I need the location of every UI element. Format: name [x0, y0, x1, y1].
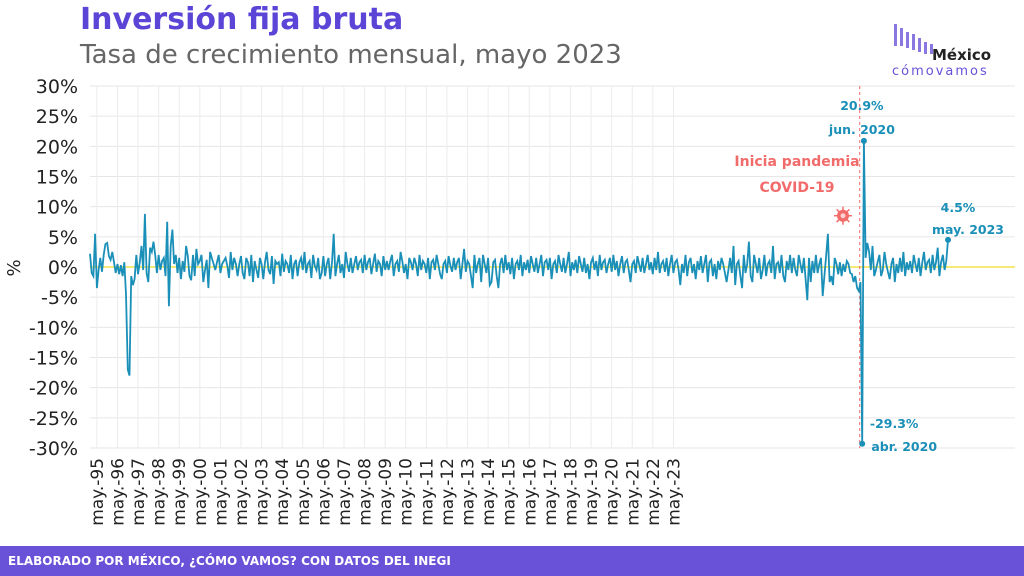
- annotation-min-date: abr. 2020: [871, 439, 937, 454]
- chart-title: Inversión fija bruta: [80, 2, 404, 37]
- series-line-inversion: [89, 140, 949, 444]
- footer-bar: ELABORADO POR MÉXICO, ¿CÓMO VAMOS? CON D…: [0, 546, 1024, 576]
- y-tick-label: -30%: [29, 438, 78, 460]
- y-tick-label: 15%: [36, 167, 78, 189]
- y-axis-label: %: [4, 259, 25, 276]
- annotation-min-value: -29.3%: [870, 416, 919, 431]
- x-tick-label: may.-04: [273, 458, 293, 526]
- y-tick-label: -25%: [29, 408, 78, 430]
- x-tick-label: may.-22: [644, 458, 664, 526]
- x-tick-label: may.-98: [150, 458, 170, 526]
- mexico-como-vamos-logo: [894, 24, 933, 54]
- x-tick-label: may.-19: [582, 458, 602, 526]
- x-tick-label: may.-20: [603, 458, 623, 526]
- chart-subtitle: Tasa de crecimiento mensual, mayo 2023: [80, 40, 622, 70]
- x-tick-label: may.-99: [170, 458, 190, 526]
- logo-text-mexico: México: [932, 46, 992, 64]
- x-tick-label: may.-02: [232, 458, 252, 526]
- point-min: [859, 440, 866, 447]
- annotation-last-date: may. 2023: [932, 222, 1004, 237]
- point-last: [945, 236, 951, 243]
- x-tick-label: may.-14: [479, 458, 499, 526]
- logo-bars-icon: [894, 24, 933, 54]
- y-tick-label: -5%: [41, 287, 78, 309]
- x-tick-label: may.-08: [356, 458, 376, 526]
- x-tick-label: may.-10: [397, 458, 417, 526]
- x-tick-label: may.-01: [211, 458, 231, 526]
- x-tick-label: may.-13: [459, 458, 479, 526]
- x-tick-label: may.-16: [520, 458, 540, 526]
- annotation-max-date: jun. 2020: [828, 122, 895, 137]
- x-tick-label: may.-03: [253, 458, 273, 526]
- y-tick-label: 0%: [48, 257, 78, 279]
- point-max: [860, 137, 867, 144]
- annotation-pandemic-line2: COVID-19: [759, 180, 834, 196]
- y-tick-label: -10%: [29, 317, 78, 339]
- x-tick-label: may.-11: [417, 458, 437, 526]
- x-tick-label: may.-15: [500, 458, 520, 526]
- y-tick-label: -15%: [29, 348, 78, 370]
- x-tick-label: may.-97: [129, 458, 149, 526]
- y-tick-label: -20%: [29, 378, 78, 400]
- x-tick-label: may.-09: [376, 458, 396, 526]
- x-tick-label: may.-18: [561, 458, 581, 526]
- logo-text-comovamos: cómovamos: [892, 64, 989, 79]
- annotation-pandemic-line1: Inicia pandemia: [734, 154, 859, 170]
- y-tick-label: 30%: [36, 76, 78, 98]
- x-tick-label: may.-12: [438, 458, 458, 526]
- x-tick-label: may.-05: [294, 458, 314, 526]
- y-tick-label: 25%: [36, 106, 78, 128]
- x-tick-label: may.-06: [314, 458, 334, 526]
- x-tick-label: may.-17: [541, 458, 561, 526]
- annotation-max-value: 20.9%: [840, 98, 884, 113]
- y-tick-label: 5%: [48, 227, 78, 249]
- footer-source-text: ELABORADO POR MÉXICO, ¿CÓMO VAMOS? CON D…: [8, 554, 451, 568]
- x-tick-label: may.-96: [108, 458, 128, 526]
- line-chart: 30% 25% 20% 15% 10% 5% 0% -5% -10% -15% -20% -25% -3…: [4, 76, 1015, 526]
- virus-icon: [834, 206, 852, 225]
- y-tick-label: 20%: [36, 136, 78, 158]
- x-tick-label: may.-23: [664, 458, 684, 526]
- x-tick-label: may.-95: [88, 458, 108, 526]
- annotation-last-value: 4.5%: [941, 200, 976, 215]
- y-tick-label: 10%: [36, 197, 78, 219]
- x-tick-label: may.-07: [335, 458, 355, 526]
- x-tick-label: may.-21: [623, 458, 643, 526]
- x-tick-label: may.-00: [191, 458, 211, 526]
